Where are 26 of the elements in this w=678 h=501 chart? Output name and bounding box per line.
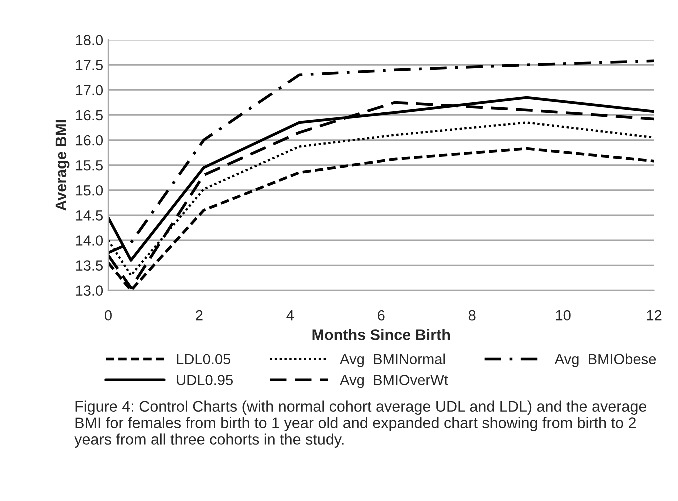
y-tick-label: 17.5 [76,60,104,71]
y-tick-label: 17.0 [76,85,104,96]
caption: Figure 4: Control Charts (with normal cohort average UDL and LDL) and the average BMI for females from birth to 1 year old and expanded chart showing from birth to 2 years from all three cohorts in the study. [74,400,647,448]
x-tick-label: 12 [647,310,662,321]
y-axis-title: Average BMI [56,120,70,211]
x-tick-label: 2 [196,310,203,321]
y-tick-label: 15.0 [76,185,104,196]
y-tick-label: 13.0 [76,286,104,296]
x-axis-title: Months Since Birth [312,329,450,340]
x-tick-label: 4 [286,310,294,321]
y-tick-label: 18.0 [76,35,104,46]
y-tick-label: 14.5 [76,210,104,221]
y-tick-label: 16.5 [76,110,104,121]
legend-label: LDL0.05 [177,354,231,365]
y-tick-label: 16.0 [76,135,104,146]
x-tick-label: 8 [468,310,476,321]
legend-label: Avg BMIObese [554,354,656,368]
x-tick-label: 10 [556,310,571,321]
x-tick-label: 6 [378,310,385,321]
legend-label: Avg BMINormal [340,354,445,368]
legend-label: UDL0.95 [177,375,233,386]
y-tick-label: 15.5 [76,160,104,171]
x-tick-label: 0 [104,310,112,321]
y-tick-label: 14.0 [76,236,104,246]
y-tick-label: 13.5 [76,260,104,271]
legend-label: Avg BMIOverWt [340,375,448,388]
